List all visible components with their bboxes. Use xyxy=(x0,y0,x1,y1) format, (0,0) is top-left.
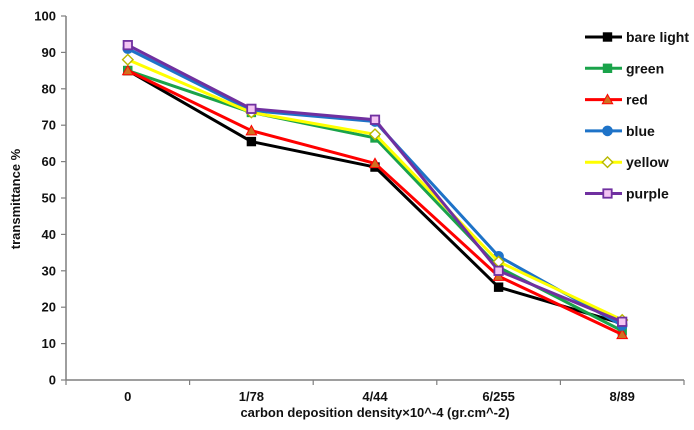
data-point xyxy=(121,64,134,76)
legend-marker xyxy=(602,125,613,137)
legend-label: green xyxy=(626,60,664,76)
y-tick-label: 50 xyxy=(42,191,56,206)
series-line xyxy=(127,69,623,336)
legend-label: bare light xyxy=(626,29,689,45)
legend-item: bare light xyxy=(585,29,689,45)
y-tick-label: 90 xyxy=(42,45,56,60)
x-axis-title: carbon deposition density×10^-4 (gr.cm^-… xyxy=(240,405,509,420)
legend-item: yellow xyxy=(585,154,669,170)
data-point xyxy=(493,265,504,276)
y-axis-title: transmittance % xyxy=(8,148,23,249)
legend-item: purple xyxy=(585,186,669,202)
x-tick-label: 8/89 xyxy=(610,389,635,404)
legend-marker xyxy=(602,32,613,42)
data-point xyxy=(368,157,382,169)
y-ticks: 0 10 20 30 40 50 60 70 80 90 100 xyxy=(34,9,66,388)
data-point xyxy=(246,103,257,114)
axes xyxy=(65,16,684,381)
legend-item: blue xyxy=(585,123,655,139)
data-point xyxy=(617,316,628,327)
y-tick-label: 20 xyxy=(42,300,56,315)
series-line xyxy=(127,58,623,322)
y-tick-label: 0 xyxy=(49,373,56,388)
legend-label: blue xyxy=(626,123,655,139)
series xyxy=(121,40,629,340)
x-ticks: 0 1/78 4/44 6/255 8/89 xyxy=(65,380,685,404)
data-point xyxy=(246,136,257,147)
x-tick-label: 6/255 xyxy=(482,389,515,404)
legend-marker xyxy=(602,188,613,199)
data-point xyxy=(368,128,382,141)
y-tick-label: 70 xyxy=(42,118,56,133)
y-tick-label: 30 xyxy=(42,263,56,278)
legend-label: purple xyxy=(626,186,669,202)
data-point xyxy=(121,53,134,66)
x-tick-label: 0 xyxy=(124,389,131,404)
legend: bare light green red blue yellow purple xyxy=(585,29,689,202)
data-point xyxy=(245,124,258,136)
data-point xyxy=(616,328,629,340)
series-purple xyxy=(122,40,628,327)
y-tick-label: 40 xyxy=(42,227,56,242)
legend-marker xyxy=(602,63,613,73)
data-point xyxy=(493,282,504,292)
legend-marker xyxy=(601,156,614,169)
y-tick-label: 60 xyxy=(42,154,56,169)
legend-item: red xyxy=(585,92,648,108)
legend-label: yellow xyxy=(626,154,669,170)
legend-label: red xyxy=(626,92,648,108)
y-tick-label: 10 xyxy=(42,336,56,351)
legend-marker xyxy=(601,93,614,105)
series-red xyxy=(121,64,629,340)
data-point xyxy=(122,40,133,51)
y-tick-label: 80 xyxy=(42,81,56,96)
x-tick-label: 4/44 xyxy=(362,389,388,404)
legend-item: green xyxy=(585,60,664,76)
data-point xyxy=(369,114,381,125)
x-tick-label: 1/78 xyxy=(239,389,264,404)
y-tick-label: 100 xyxy=(34,9,56,24)
